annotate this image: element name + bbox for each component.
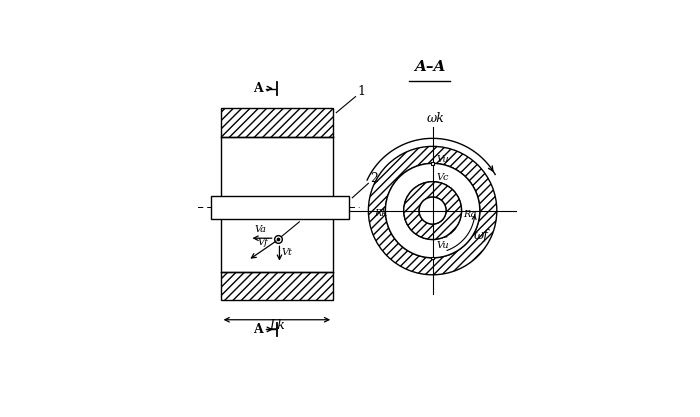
Text: Lk: Lk <box>269 319 285 332</box>
Text: 1: 1 <box>357 85 365 98</box>
Text: Vu: Vu <box>437 241 449 249</box>
Text: 3: 3 <box>302 210 310 223</box>
Text: Ra: Ra <box>463 210 477 219</box>
Bar <box>431 256 434 259</box>
Text: A–A: A–A <box>414 60 445 74</box>
Text: Vc: Vc <box>437 173 449 182</box>
Text: Vc: Vc <box>437 231 449 240</box>
Text: Vf: Vf <box>258 238 268 247</box>
Bar <box>431 162 434 165</box>
Bar <box>220 271 333 301</box>
Text: Rk: Rk <box>374 209 387 219</box>
Circle shape <box>277 239 279 241</box>
Text: Vu: Vu <box>437 155 449 164</box>
Text: A: A <box>253 82 262 95</box>
Bar <box>211 196 349 219</box>
Text: A: A <box>253 323 262 336</box>
Circle shape <box>419 197 446 224</box>
Text: ωk: ωk <box>427 112 444 125</box>
Text: Va: Va <box>255 226 267 234</box>
Text: Vt: Vt <box>281 248 292 257</box>
Circle shape <box>274 236 282 244</box>
Text: ωf: ωf <box>473 229 489 242</box>
Circle shape <box>386 163 480 258</box>
Text: 2: 2 <box>370 172 378 185</box>
Bar <box>220 108 333 137</box>
